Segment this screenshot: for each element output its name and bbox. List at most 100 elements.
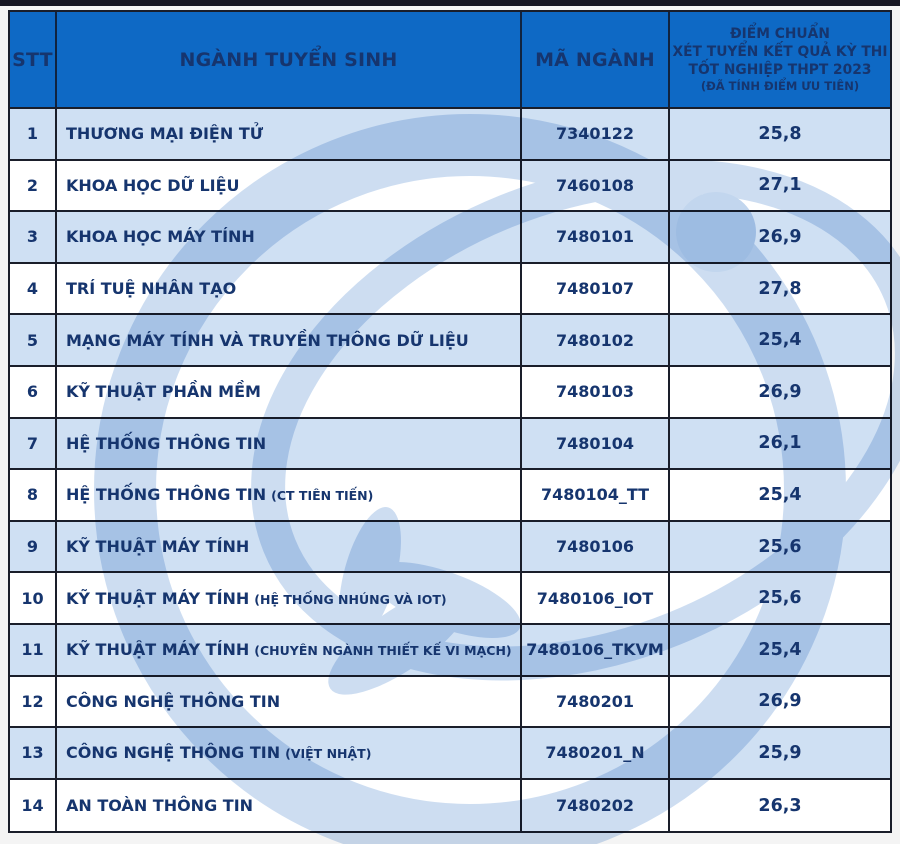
score-cell: 26,9	[670, 367, 890, 417]
header-nganh-tuyen-sinh: NGÀNH TUYỂN SINH	[57, 12, 522, 107]
major-name: KỸ THUẬT MÁY TÍNH	[66, 588, 250, 608]
major-code: 7480101	[556, 227, 634, 247]
table-row: 9 KỸ THUẬT MÁY TÍNH 7480106 25,6	[10, 521, 890, 574]
major-code-cell: 7460108	[522, 160, 670, 211]
score-cell: 25,4	[670, 315, 890, 365]
stt-cell: 1	[10, 109, 57, 159]
major-code: 7480201	[556, 691, 634, 711]
header-diem-line1: ĐIỂM CHUẨN	[730, 25, 830, 42]
major-code-cell: 7480104	[522, 418, 670, 469]
major-name: KỸ THUẬT MÁY TÍNH	[66, 537, 250, 557]
major-code: 7480106	[556, 537, 634, 557]
major-code: 7480103	[556, 382, 634, 402]
stt-value: 12	[21, 691, 44, 711]
major-code: 7480202	[556, 796, 634, 816]
stt-value: 9	[26, 537, 39, 557]
table-row: 2 KHOA HỌC DỮ LIỆU 7460108 27,1	[10, 160, 890, 213]
table-row: 11 KỸ THUẬT MÁY TÍNH (CHUYÊN NGÀNH THIẾT…	[10, 624, 890, 677]
major-name-cell: AN TOÀN THÔNG TIN	[57, 779, 522, 832]
major-code-cell: 7480202	[522, 779, 670, 832]
header-nganh-label: NGÀNH TUYỂN SINH	[179, 48, 398, 71]
score-cell: 26,3	[670, 780, 890, 832]
major-code-cell: 7480106_IOT	[522, 573, 670, 623]
stt-value: 3	[26, 227, 39, 247]
major-name-cell: KHOA HỌC MÁY TÍNH	[57, 212, 522, 262]
major-name: KHOA HỌC MÁY TÍNH	[66, 227, 255, 247]
major-name-cell: CÔNG NGHỆ THÔNG TIN (VIỆT NHẬT)	[57, 728, 522, 778]
major-code-cell: 7480107	[522, 263, 670, 314]
major-name: AN TOÀN THÔNG TIN	[66, 796, 254, 816]
major-code-cell: 7480201_N	[522, 728, 670, 778]
major-code: 7480104_TT	[540, 485, 650, 505]
stt-value: 7	[26, 433, 39, 453]
major-name-cell: KỸ THUẬT MÁY TÍNH	[57, 521, 522, 572]
table-row: 5 MẠNG MÁY TÍNH VÀ TRUYỀN THÔNG DỮ LIỆU …	[10, 315, 890, 367]
stt-cell: 10	[10, 573, 57, 623]
score-cell: 26,9	[670, 212, 890, 262]
major-name-cell: HỆ THỐNG THÔNG TIN (CT TIÊN TIẾN)	[57, 470, 522, 520]
major-name: HỆ THỐNG THÔNG TIN	[66, 433, 267, 453]
major-name-cell: HỆ THỐNG THÔNG TIN	[57, 418, 522, 469]
major-code: 7480107	[556, 279, 634, 299]
major-code: 7480106_IOT	[536, 588, 654, 608]
stt-value: 13	[21, 743, 44, 763]
stt-cell: 12	[10, 676, 57, 727]
major-name: HỆ THỐNG THÔNG TIN	[66, 485, 267, 505]
major-name-cell: MẠNG MÁY TÍNH VÀ TRUYỀN THÔNG DỮ LIỆU	[57, 315, 522, 365]
major-code: 7480102	[556, 330, 634, 350]
header-diem-line2: XÉT TUYỂN KẾT QUẢ KỲ THI	[672, 43, 888, 60]
stt-value: 5	[26, 330, 39, 350]
major-code-cell: 7480102	[522, 315, 670, 365]
major-name-note: (CHUYÊN NGÀNH THIẾT KẾ VI MẠCH)	[254, 643, 512, 659]
major-code: 7480104	[556, 433, 634, 453]
major-code: 7460108	[556, 175, 634, 195]
major-code-cell: 7340122	[522, 109, 670, 159]
score-cell: 25,6	[670, 522, 890, 572]
stt-cell: 13	[10, 728, 57, 778]
stt-value: 11	[21, 640, 44, 660]
stt-cell: 11	[10, 624, 57, 675]
score-value: 26,1	[758, 433, 802, 454]
table-row: 8 HỆ THỐNG THÔNG TIN (CT TIÊN TIẾN) 7480…	[10, 470, 890, 522]
major-code: 7480106_TKVM	[526, 640, 664, 660]
score-value: 27,8	[758, 278, 802, 299]
table-row: 10 KỸ THUẬT MÁY TÍNH (HỆ THỐNG NHÚNG VÀ …	[10, 573, 890, 625]
major-name-cell: TRÍ TUỆ NHÂN TẠO	[57, 263, 522, 314]
header-diem-line4: (ĐÃ TÍNH ĐIỂM ƯU TIÊN)	[700, 79, 860, 94]
major-name-cell: KỸ THUẬT MÁY TÍNH (HỆ THỐNG NHÚNG VÀ IOT…	[57, 573, 522, 623]
score-value: 25,8	[758, 123, 802, 144]
stt-value: 14	[21, 796, 44, 816]
table-row: 6 KỸ THUẬT PHẦN MỀM 7480103 26,9	[10, 366, 890, 419]
score-value: 26,9	[758, 381, 802, 402]
score-value: 25,4	[758, 484, 802, 505]
stt-value: 10	[21, 588, 44, 608]
table-row: 7 HỆ THỐNG THÔNG TIN 7480104 26,1	[10, 418, 890, 471]
score-cell: 25,4	[670, 470, 890, 520]
major-name-cell: CÔNG NGHỆ THÔNG TIN	[57, 676, 522, 727]
major-name: KỸ THUẬT MÁY TÍNH	[66, 640, 250, 660]
score-value: 25,4	[758, 330, 802, 351]
header-ma-nganh: MÃ NGÀNH	[522, 12, 670, 107]
stt-value: 4	[26, 279, 39, 299]
score-value: 26,9	[758, 226, 802, 247]
major-name: KHOA HỌC DỮ LIỆU	[66, 175, 240, 195]
major-name: CÔNG NGHỆ THÔNG TIN	[66, 743, 281, 763]
admission-scores-table: STT NGÀNH TUYỂN SINH MÃ NGÀNH ĐIỂM CHUẨN…	[8, 10, 892, 834]
stt-cell: 5	[10, 315, 57, 365]
major-code-cell: 7480103	[522, 366, 670, 417]
score-cell: 26,9	[670, 677, 890, 727]
major-code-cell: 7480106_TKVM	[522, 624, 670, 675]
major-code-cell: 7480201	[522, 676, 670, 727]
major-name: KỸ THUẬT PHẦN MỀM	[66, 382, 261, 402]
score-value: 25,6	[758, 536, 802, 557]
major-code: 7340122	[556, 124, 634, 144]
score-cell: 25,6	[670, 573, 890, 623]
major-code: 7480201_N	[545, 743, 645, 763]
score-value: 26,3	[758, 795, 802, 816]
header-ma-nganh-label: MÃ NGÀNH	[535, 48, 655, 71]
score-value: 25,4	[758, 639, 802, 660]
table-row: 1 THƯƠNG MẠI ĐIỆN TỬ 7340122 25,8	[10, 109, 890, 161]
stt-value: 6	[26, 382, 39, 402]
major-name-cell: KỸ THUẬT MÁY TÍNH (CHUYÊN NGÀNH THIẾT KẾ…	[57, 624, 522, 675]
major-name: THƯƠNG MẠI ĐIỆN TỬ	[66, 124, 264, 144]
